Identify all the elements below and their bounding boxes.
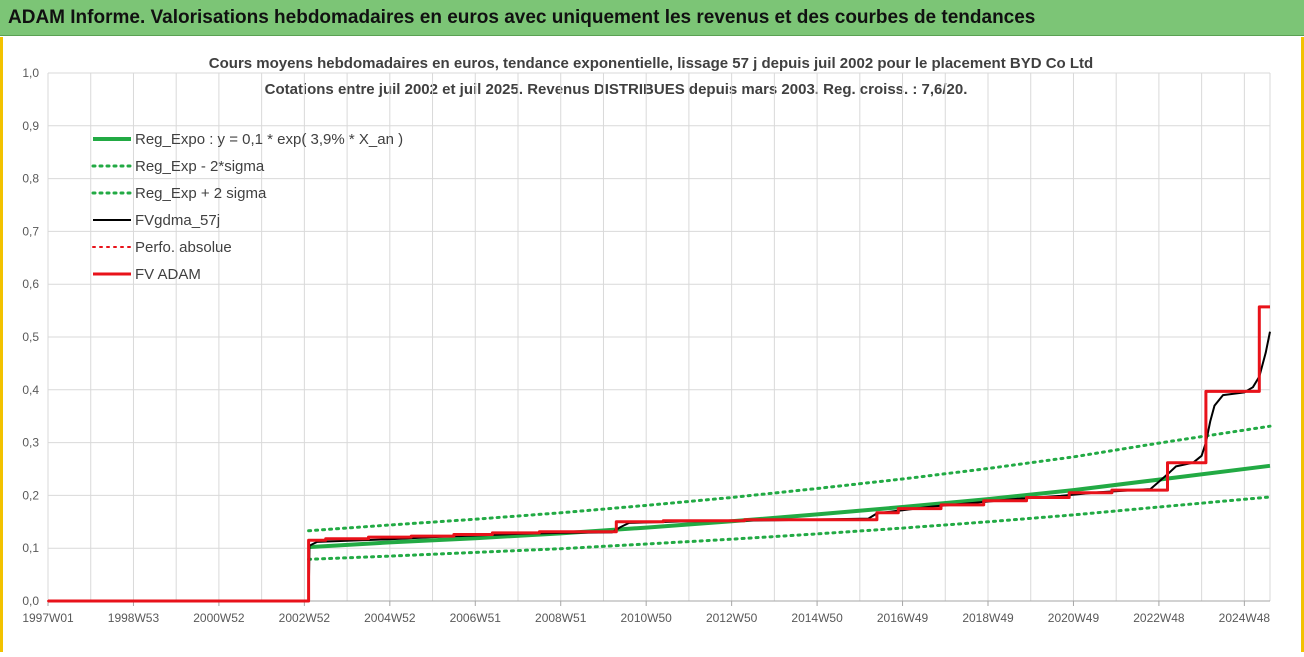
gridlines (47, 72, 1271, 602)
x-tick-label: 1997W01 (22, 611, 74, 625)
chart-title-line2: Cotations entre juil 2002 et juil 2025. … (265, 81, 968, 98)
x-tick-label: 2022W48 (1133, 611, 1185, 625)
legend: Reg_Expo : y = 0,1 * exp( 3,9% * X_an ) R… (91, 131, 403, 283)
x-tick-label: 2024W48 (1219, 611, 1271, 625)
legend-entry: FV ADAM (135, 266, 201, 283)
y-tick-label: 0,3 (22, 436, 39, 450)
valuation-line-chart: Cours moyens hebdomadaires en euros, ten… (22, 55, 1272, 625)
series-line (307, 424, 1272, 533)
x-tick-label: 2002W52 (279, 611, 331, 625)
report-banner-title: ADAM Informe. Valorisations hebdomadaire… (0, 0, 1304, 36)
legend-entry: Reg_Exp - 2*sigma (135, 158, 265, 175)
series-line (48, 305, 1270, 603)
y-tick-label: 0,8 (22, 172, 39, 186)
y-tick-label: 0,9 (22, 119, 39, 133)
legend-entry: Perfo. absolue (135, 239, 232, 256)
series-line (307, 495, 1272, 561)
legend-entry: FVgdma_57j (135, 212, 220, 229)
series-line (47, 539, 311, 602)
y-tick-label: 0,5 (22, 330, 39, 344)
chart-frame: Cours moyens hebdomadaires en euros, ten… (0, 37, 1304, 652)
series-line (308, 463, 1271, 550)
x-tick-label: 2014W50 (791, 611, 843, 625)
x-tick-label: 2008W51 (535, 611, 587, 625)
legend-entry: Reg_Expo : y = 0,1 * exp( 3,9% * X_an ) (135, 131, 403, 148)
x-tick-label: 2010W50 (620, 611, 672, 625)
x-tick-label: 2020W49 (1048, 611, 1100, 625)
chart-title-line1: Cours moyens hebdomadaires en euros, ten… (209, 55, 1093, 72)
x-tick-label: 2004W52 (364, 611, 416, 625)
y-tick-label: 0,0 (22, 594, 39, 608)
y-tick-label: 0,4 (22, 383, 39, 397)
x-tick-label: 2006W51 (450, 611, 502, 625)
series-lines (47, 305, 1272, 603)
y-tick-label: 0,2 (22, 488, 39, 502)
legend-entry: Reg_Exp + 2 sigma (135, 185, 267, 202)
y-tick-label: 0,1 (22, 541, 39, 555)
x-tick-label: 1998W53 (108, 611, 160, 625)
y-tick-label: 0,6 (22, 277, 39, 291)
x-tick-label: 2012W50 (706, 611, 758, 625)
x-tick-label: 2000W52 (193, 611, 245, 625)
x-tick-label: 2018W49 (962, 611, 1014, 625)
y-tick-label: 0,7 (22, 224, 39, 238)
y-tick-label: 1,0 (22, 66, 39, 80)
x-tick-label: 2016W49 (877, 611, 929, 625)
series-line (48, 331, 1271, 602)
